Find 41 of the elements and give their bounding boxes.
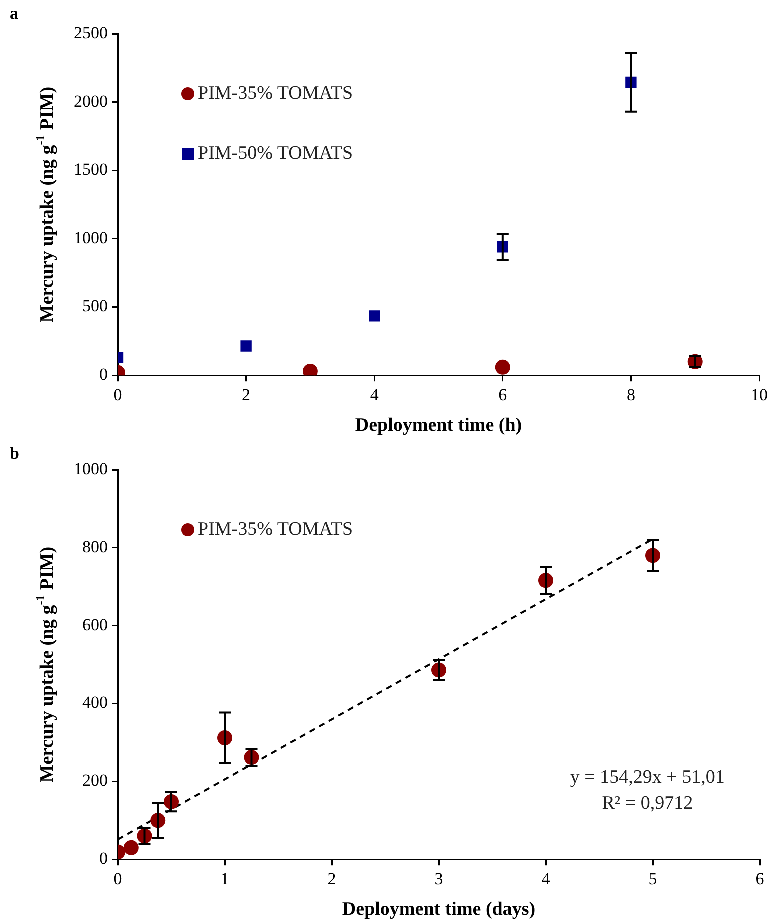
x-tick-label: 3 [434,869,444,888]
x-tick-label: 0 [114,385,122,404]
x-axis-title: Deployment time (h) [355,414,522,436]
point [302,364,318,376]
y-tick-label: 2000 [74,92,108,111]
x-tick-label: 4 [542,869,551,888]
y-tick-label: 500 [82,296,108,316]
y-tick-label: 1500 [74,160,108,180]
y-tick-label: 1000 [74,228,108,248]
x-tick-label: 5 [648,869,658,888]
y-tick-label: 0 [100,365,108,384]
x-tick-label: 4 [370,385,380,404]
legend-label: PIM-50% TOMATS [198,142,354,164]
y-tick-label: 600 [82,615,108,634]
x-tick-label: 6 [756,869,764,888]
x-tick-label: 10 [751,385,768,404]
annotation: y = 154,29x + 51,01 [570,766,725,788]
x-tick-label: 1 [220,869,230,888]
point [124,840,139,856]
y-axis-title: Mercury uptake (ng g-1 PIM) [34,546,58,783]
y-tick-label: 400 [82,693,108,712]
point [240,340,252,352]
x-tick-label: 2 [328,869,336,888]
legend-label: PIM-35% TOMATS [198,82,354,104]
y-tick-label: 0 [100,849,108,868]
y-axis-title: Mercury uptake (ng g-1 PIM) [34,86,58,323]
y-tick-label: 200 [82,771,108,790]
text: b [10,444,20,463]
point [495,360,510,375]
legend-label: PIM-35% TOMATS [198,518,354,540]
y-tick-label: 1000 [74,459,108,478]
x-axis-title: Deployment time (days) [342,898,536,920]
y-tick-label: 800 [82,537,108,556]
text: a [10,4,19,23]
x-tick-label: 8 [626,385,636,404]
x-tick-label: 0 [114,869,122,888]
y-tick-label: 2500 [74,23,108,42]
point [369,310,380,322]
x-tick-label: 2 [242,385,251,404]
x-tick-label: 6 [498,385,508,404]
annotation: R² = 0,9712 [602,792,694,814]
